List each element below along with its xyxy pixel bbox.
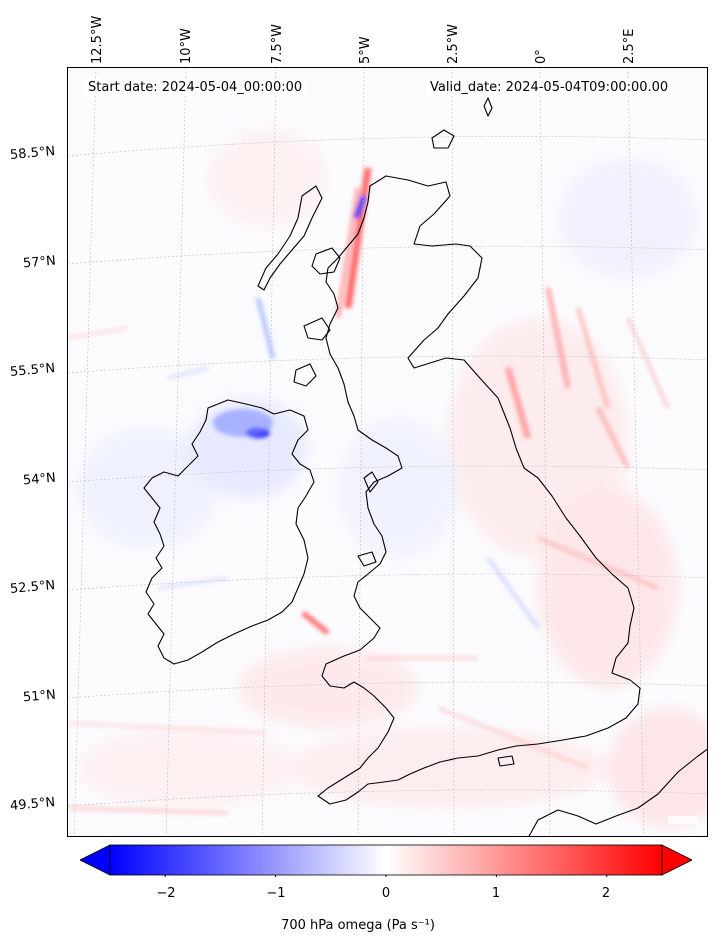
colorbar-extend-max <box>661 844 692 876</box>
lat-label-55.5N: 55.5°N <box>9 361 56 380</box>
map-gridlines <box>68 68 707 836</box>
colorbar-label: 700 hPa omega (Pa s⁻¹) <box>281 918 435 933</box>
lon-label-2.5E: 2.5°E <box>622 28 637 64</box>
start-date-label: Start date: 2024-05-04_00:00:00 <box>84 79 307 96</box>
lon-label-7.5W: 7.5°W <box>270 23 285 64</box>
colorbar-gradient <box>109 844 663 876</box>
lat-label-49.5N: 49.5°N <box>9 795 56 814</box>
colorbar <box>80 844 692 877</box>
colorbar-tick-2: 2 <box>601 886 611 901</box>
orkney-coastline <box>431 129 455 149</box>
valid-date-label: Valid_date: 2024-05-04T09:00:00.00 <box>426 79 673 96</box>
isle-of-man-coastline <box>363 471 379 493</box>
anglesey-coastline <box>357 551 377 567</box>
islay-coastline <box>293 363 317 387</box>
colorbar-tick-0: 0 <box>381 886 391 901</box>
lon-label-2.5W: 2.5°W <box>446 23 461 64</box>
lat-label-57N: 57°N <box>22 253 57 272</box>
colorbar-tick-1: 1 <box>491 886 501 901</box>
ireland-coastline <box>143 399 315 665</box>
omega-field-map <box>68 68 707 836</box>
lat-label-51N: 51°N <box>22 687 57 706</box>
outer-hebrides-coastline <box>257 185 323 291</box>
mull-coastline <box>303 317 331 341</box>
lat-label-58.5N: 58.5°N <box>9 144 56 163</box>
omega-field-streaks <box>68 167 670 815</box>
colorbar-tick-marks <box>164 875 608 877</box>
great-britain-coastline <box>317 175 641 805</box>
lat-label-54N: 54°N <box>22 470 57 489</box>
isle-of-wight-coastline <box>497 755 515 767</box>
omega-field-broad <box>78 128 707 828</box>
lon-label-5W: 5°W <box>358 36 373 64</box>
skye-coastline <box>311 247 341 275</box>
shetland-coastline <box>483 97 493 117</box>
lon-label-10W: 10°W <box>179 28 194 64</box>
france-coastline <box>528 748 707 836</box>
colorbar-tick-neg1: −1 <box>266 886 286 901</box>
map-panel[interactable] <box>67 67 708 837</box>
lat-label-52.5N: 52.5°N <box>9 578 56 597</box>
colorbar-tick-neg2: −2 <box>156 886 176 901</box>
lon-label-12.5W: 12.5°W <box>90 15 105 64</box>
coastlines <box>143 97 707 836</box>
colorbar-extend-min <box>80 844 111 876</box>
lon-label-0: 0° <box>534 49 549 64</box>
